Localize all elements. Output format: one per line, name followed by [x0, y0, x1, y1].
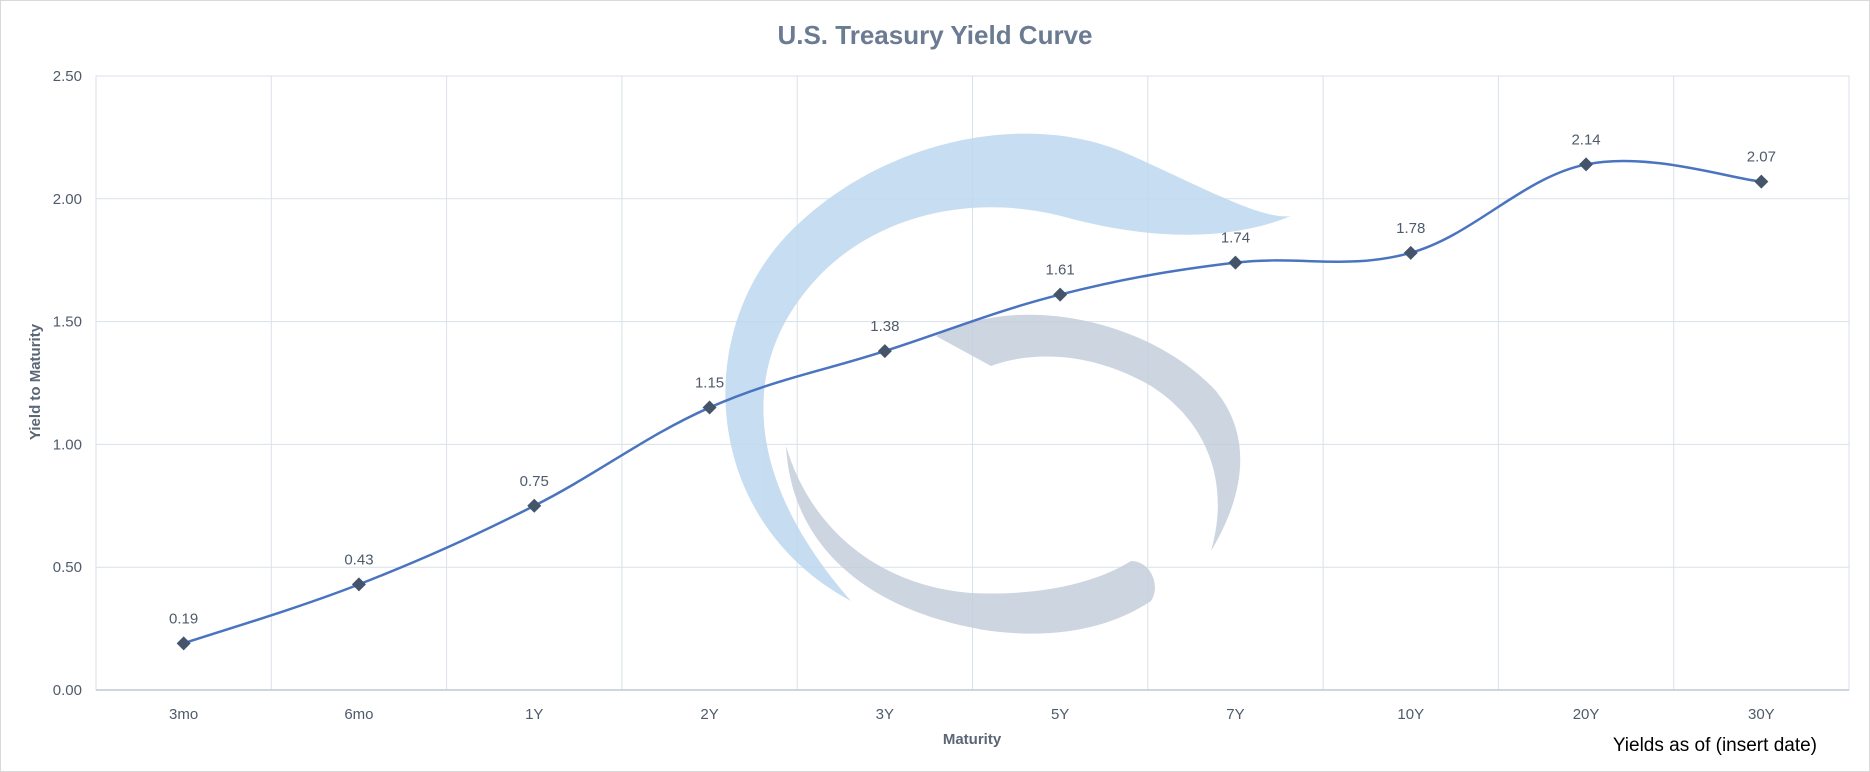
x-axis-ticks: 3mo 6mo 1Y 2Y 3Y 5Y 7Y 10Y 20Y 30Y: [169, 706, 1775, 723]
y-axis-title: Yield to Maturity: [27, 323, 44, 440]
data-label: 0.19: [169, 610, 198, 627]
x-tick-label: 30Y: [1748, 706, 1775, 723]
data-label: 1.74: [1221, 230, 1250, 247]
yield-curve-line: [183, 159, 1762, 645]
data-label: 2.14: [1571, 131, 1600, 148]
data-point-marker: [351, 577, 366, 592]
data-point-marker: [527, 498, 542, 513]
x-tick-label: 10Y: [1397, 706, 1424, 723]
data-label: 1.78: [1396, 220, 1425, 237]
x-tick-label: 2Y: [700, 706, 718, 723]
y-tick-label: 1.00: [53, 436, 82, 453]
watermark-blue-swoosh: [725, 133, 1291, 601]
y-tick-label: 0.00: [53, 682, 82, 699]
data-point-marker: [1754, 174, 1769, 189]
data-point-marker: [877, 344, 892, 359]
x-tick-label: 20Y: [1573, 706, 1600, 723]
watermark-gray-swoosh: [936, 314, 1241, 551]
x-tick-label: 7Y: [1226, 706, 1244, 723]
y-tick-label: 2.00: [53, 191, 82, 208]
y-tick-label: 1.50: [53, 314, 82, 331]
data-label: 0.43: [344, 551, 373, 568]
data-point-marker: [1228, 255, 1243, 270]
data-markers: [176, 157, 1769, 651]
y-tick-label: 0.50: [53, 559, 82, 576]
y-tick-label: 2.50: [53, 68, 82, 85]
x-tick-label: 6mo: [344, 706, 373, 723]
data-label: 1.38: [870, 318, 899, 335]
data-label: 2.07: [1747, 149, 1776, 166]
chart-title: U.S. Treasury Yield Curve: [777, 20, 1092, 50]
data-label: 1.61: [1046, 262, 1075, 279]
data-point-marker: [1579, 157, 1594, 172]
x-tick-label: 1Y: [525, 706, 543, 723]
x-tick-label: 3Y: [876, 706, 894, 723]
x-axis-title: Maturity: [943, 731, 1002, 748]
x-tick-label: 5Y: [1051, 706, 1069, 723]
y-axis-ticks: 0.00 0.50 1.00 1.50 2.00 2.50: [53, 68, 82, 699]
company-logo-watermark: [725, 133, 1291, 634]
data-label: 1.15: [695, 375, 724, 392]
watermark-gray-arc: [786, 446, 1155, 634]
yields-date-footnote: Yields as of (insert date): [1612, 735, 1817, 756]
x-tick-label: 3mo: [169, 706, 198, 723]
data-point-marker: [1403, 245, 1418, 260]
data-labels: 0.19 0.43 0.75 1.15 1.38 1.61 1.74 1.78 2.14 2.07: [169, 131, 1776, 627]
data-point-marker: [176, 636, 191, 651]
data-point-marker: [1053, 287, 1068, 302]
data-label: 0.75: [520, 473, 549, 490]
data-point-marker: [702, 400, 717, 415]
